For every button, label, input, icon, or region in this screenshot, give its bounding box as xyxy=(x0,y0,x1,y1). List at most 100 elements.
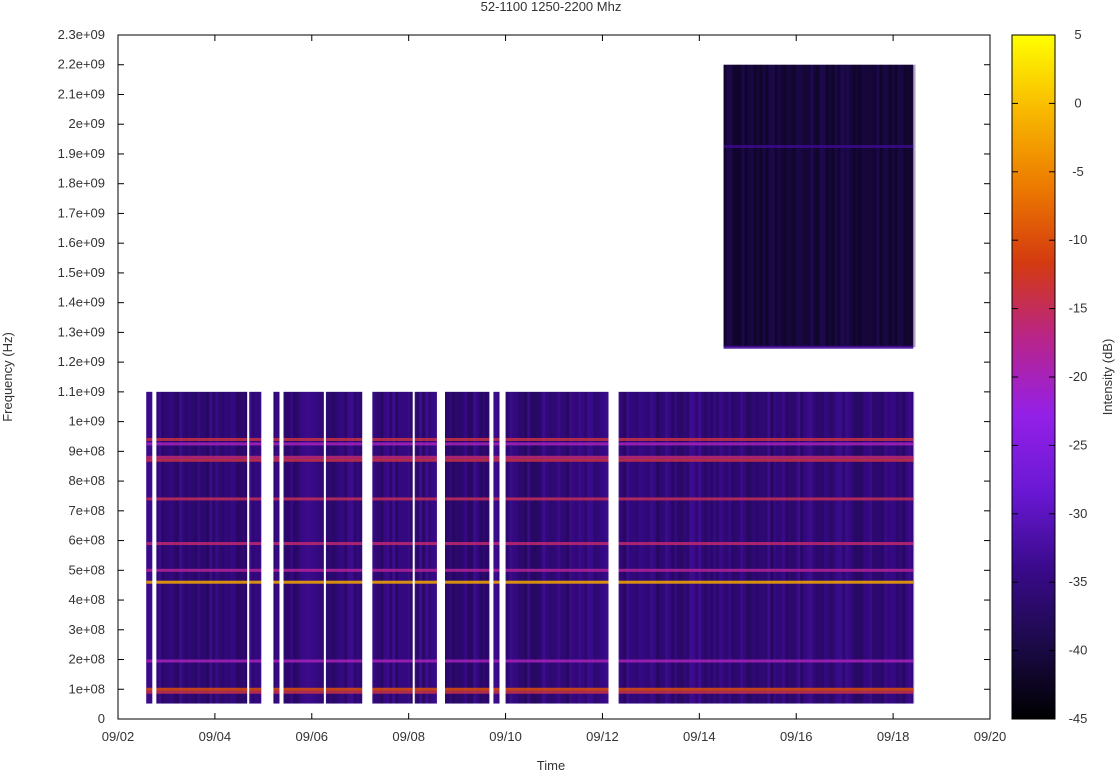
frequency-band xyxy=(146,442,914,446)
frequency-band xyxy=(146,458,914,462)
y-tick-label: 9e+08 xyxy=(68,443,105,458)
heatmap-texture xyxy=(428,391,432,704)
heatmap-texture xyxy=(653,391,657,704)
heatmap-texture xyxy=(413,391,417,704)
heatmap-texture xyxy=(356,391,360,704)
heatmap-texture xyxy=(875,391,879,704)
heatmap-texture xyxy=(867,64,871,348)
heatmap-texture xyxy=(665,391,669,704)
heatmap-texture xyxy=(707,391,711,704)
heatmap-texture xyxy=(401,391,405,704)
heatmap-texture xyxy=(747,64,751,348)
colorbar-axis: 5 0 -5 -10 -15 -20 -25 -30 -35 -40 -45 xyxy=(1012,27,1087,726)
heatmap-texture xyxy=(849,64,853,348)
heatmap-texture xyxy=(539,391,543,704)
heatmap-texture xyxy=(785,391,789,704)
heatmap-texture xyxy=(299,391,303,704)
heatmap-texture xyxy=(710,391,714,704)
heatmap-texture xyxy=(581,391,585,704)
heatmap-texture xyxy=(900,64,904,348)
heatmap-texture xyxy=(530,391,534,704)
data-gap xyxy=(247,35,250,719)
heatmap-texture xyxy=(227,391,231,704)
heatmap-texture xyxy=(617,391,621,704)
heatmap-texture xyxy=(827,391,831,704)
data-gap xyxy=(499,35,506,719)
colorbar-tick-label: 5 xyxy=(1074,27,1081,42)
colorbar-label: Intensity (dB) xyxy=(1100,339,1115,416)
heatmap-texture xyxy=(896,391,900,704)
heatmap-texture xyxy=(650,391,654,704)
heatmap-texture xyxy=(527,391,531,704)
frequency-band xyxy=(146,659,914,663)
heatmap-texture xyxy=(431,391,435,704)
data-gap xyxy=(279,35,284,719)
heatmap-texture xyxy=(341,391,345,704)
heatmap-texture xyxy=(245,391,249,704)
heatmap-texture xyxy=(320,391,324,704)
heatmap-texture xyxy=(632,391,636,704)
heatmap-texture xyxy=(347,391,351,704)
heatmap-texture xyxy=(212,391,216,704)
heatmap-texture xyxy=(179,391,183,704)
heatmap-texture xyxy=(825,64,829,348)
heatmap-texture xyxy=(774,64,778,348)
heatmap-texture xyxy=(344,391,348,704)
heatmap-texture xyxy=(542,391,546,704)
heatmap-texture xyxy=(758,391,762,704)
plot-frame xyxy=(117,34,991,720)
y-tick-label: 1.4e+09 xyxy=(58,295,105,310)
data-gap xyxy=(261,35,274,719)
heatmap-texture xyxy=(762,64,766,348)
heatmap-texture xyxy=(876,64,880,348)
heatmap-texture xyxy=(206,391,210,704)
heatmap-texture xyxy=(392,391,396,704)
heatmap-texture xyxy=(722,391,726,704)
heatmap-texture xyxy=(629,391,633,704)
colorbar-tick-label: -40 xyxy=(1069,643,1088,658)
heatmap-texture xyxy=(863,391,867,704)
y-tick-label: 8e+08 xyxy=(68,473,105,488)
heatmap-texture xyxy=(374,391,378,704)
heatmap-texture xyxy=(746,391,750,704)
heatmap-texture xyxy=(290,391,294,704)
heatmap-texture xyxy=(275,391,279,704)
heatmap-texture xyxy=(861,64,865,348)
heatmap-texture xyxy=(563,391,567,704)
heatmap-texture xyxy=(533,391,537,704)
heatmap-texture xyxy=(837,64,841,348)
heatmap-texture xyxy=(761,391,765,704)
heatmap-texture xyxy=(737,391,741,704)
heatmap-texture xyxy=(587,391,591,704)
heatmap-texture xyxy=(383,391,387,704)
frequency-band xyxy=(723,145,914,149)
heatmap-texture xyxy=(173,391,177,704)
heatmap-texture xyxy=(389,391,393,704)
heatmap-texture xyxy=(572,391,576,704)
heatmap-texture xyxy=(647,391,651,704)
heatmap-texture xyxy=(284,391,288,704)
heatmap-texture xyxy=(870,64,874,348)
heatmap-texture xyxy=(830,391,834,704)
frequency-band xyxy=(723,345,914,349)
heatmap-texture xyxy=(729,64,733,348)
heatmap-texture xyxy=(812,391,816,704)
heatmap-texture xyxy=(317,391,321,704)
colorbar xyxy=(1012,35,1055,719)
y-tick-label: 1.6e+09 xyxy=(58,235,105,250)
heatmap-texture xyxy=(741,64,745,348)
x-tick-label: 09/06 xyxy=(296,729,329,744)
colorbar-tick-label: -5 xyxy=(1072,164,1084,179)
heatmap-texture xyxy=(881,391,885,704)
heatmap-texture xyxy=(894,64,898,348)
heatmap-texture xyxy=(843,64,847,348)
heatmap-texture xyxy=(813,64,817,348)
heatmap-texture xyxy=(873,64,877,348)
heatmap-texture xyxy=(536,391,540,704)
heatmap-texture xyxy=(209,391,213,704)
heatmap-texture xyxy=(740,391,744,704)
heatmap-texture xyxy=(314,391,318,704)
heatmap-texture xyxy=(819,64,823,348)
heatmap-texture xyxy=(221,391,225,704)
